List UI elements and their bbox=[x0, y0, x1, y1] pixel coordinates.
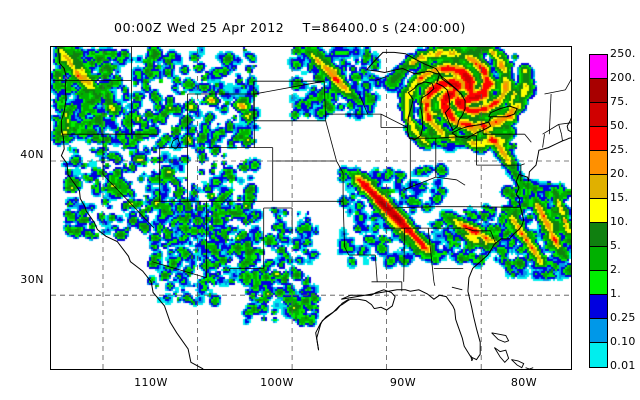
colorbar-band-4 bbox=[590, 151, 607, 175]
colorbar-band-2 bbox=[590, 103, 607, 127]
colorbar-tick-13: 0.01 bbox=[610, 359, 636, 372]
y-axis-tick-30n: 30N bbox=[20, 273, 44, 286]
x-axis-tick-90w: 90W bbox=[389, 376, 417, 389]
colorbar-tick-10: 1. bbox=[610, 287, 622, 300]
colorbar-band-11 bbox=[590, 319, 607, 343]
map-plot-area bbox=[50, 46, 572, 370]
x-axis-tick-100w: 100W bbox=[260, 376, 294, 389]
colorbar-tick-0: 250. bbox=[610, 47, 636, 60]
colorbar-band-5 bbox=[590, 175, 607, 199]
colorbar-band-7 bbox=[590, 223, 607, 247]
colorbar-band-10 bbox=[590, 295, 607, 319]
colorbar-band-8 bbox=[590, 247, 607, 271]
colorbar-band-3 bbox=[590, 127, 607, 151]
x-axis-tick-110w: 110W bbox=[134, 376, 168, 389]
precipitation-colorbar bbox=[589, 54, 608, 368]
colorbar-band-6 bbox=[590, 199, 607, 223]
colorbar-tick-9: 2. bbox=[610, 263, 622, 276]
figure-title: 00:00Z Wed 25 Apr 2012 T=86400.0 s (24:0… bbox=[114, 20, 466, 35]
colorbar-tick-5: 20. bbox=[610, 167, 629, 180]
x-axis-tick-80w: 80W bbox=[510, 376, 538, 389]
precipitation-field bbox=[51, 47, 571, 369]
colorbar-tick-1: 200. bbox=[610, 71, 636, 84]
colorbar-tick-6: 15. bbox=[610, 191, 629, 204]
colorbar-tick-3: 50. bbox=[610, 119, 629, 132]
colorbar-band-1 bbox=[590, 79, 607, 103]
colorbar-tick-2: 75. bbox=[610, 95, 629, 108]
colorbar-tick-4: 25. bbox=[610, 143, 629, 156]
y-axis-tick-40n: 40N bbox=[20, 148, 44, 161]
colorbar-band-0 bbox=[590, 55, 607, 79]
colorbar-tick-7: 10. bbox=[610, 215, 629, 228]
colorbar-band-12 bbox=[590, 343, 607, 367]
colorbar-tick-8: 5. bbox=[610, 239, 622, 252]
colorbar-tick-12: 0.10 bbox=[610, 335, 636, 348]
colorbar-tick-11: 0.25 bbox=[610, 311, 636, 324]
colorbar-band-9 bbox=[590, 271, 607, 295]
